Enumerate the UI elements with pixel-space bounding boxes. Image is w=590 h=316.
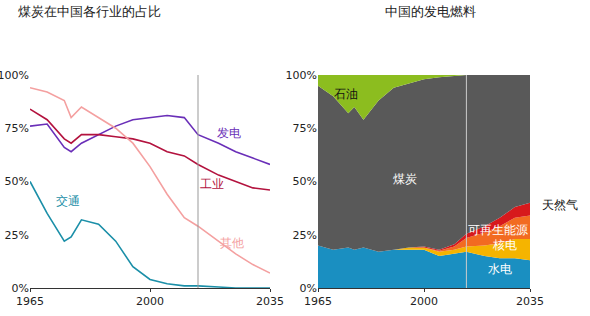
svg-text:交通: 交通 bbox=[56, 194, 80, 208]
svg-text:2000: 2000 bbox=[136, 295, 164, 308]
svg-text:50%: 50% bbox=[5, 175, 29, 188]
svg-text:2035: 2035 bbox=[516, 295, 544, 308]
svg-text:100%: 100% bbox=[0, 69, 29, 82]
svg-text:煤炭: 煤炭 bbox=[393, 172, 417, 186]
svg-text:其他: 其他 bbox=[220, 236, 244, 250]
svg-text:25%: 25% bbox=[293, 229, 317, 242]
svg-text:煤炭在中国各行业的占比: 煤炭在中国各行业的占比 bbox=[18, 4, 161, 19]
svg-text:75%: 75% bbox=[293, 122, 317, 135]
svg-text:工业: 工业 bbox=[200, 177, 224, 191]
svg-text:75%: 75% bbox=[5, 122, 29, 135]
svg-text:0%: 0% bbox=[12, 282, 29, 295]
svg-text:1965: 1965 bbox=[304, 295, 332, 308]
svg-text:0%: 0% bbox=[300, 282, 317, 295]
svg-text:发电: 发电 bbox=[217, 126, 241, 140]
svg-text:2035: 2035 bbox=[256, 295, 284, 308]
svg-text:核电: 核电 bbox=[492, 238, 517, 252]
svg-text:1965: 1965 bbox=[16, 295, 44, 308]
svg-text:50%: 50% bbox=[293, 175, 317, 188]
svg-text:25%: 25% bbox=[5, 229, 29, 242]
svg-text:2000: 2000 bbox=[410, 295, 438, 308]
svg-text:可再生能源: 可再生能源 bbox=[468, 223, 528, 237]
svg-text:中国的发电燃料: 中国的发电燃料 bbox=[385, 4, 476, 19]
svg-text:石油: 石油 bbox=[334, 87, 358, 101]
svg-text:水电: 水电 bbox=[488, 262, 512, 276]
svg-text:天然气: 天然气 bbox=[542, 198, 578, 212]
svg-text:100%: 100% bbox=[286, 69, 317, 82]
